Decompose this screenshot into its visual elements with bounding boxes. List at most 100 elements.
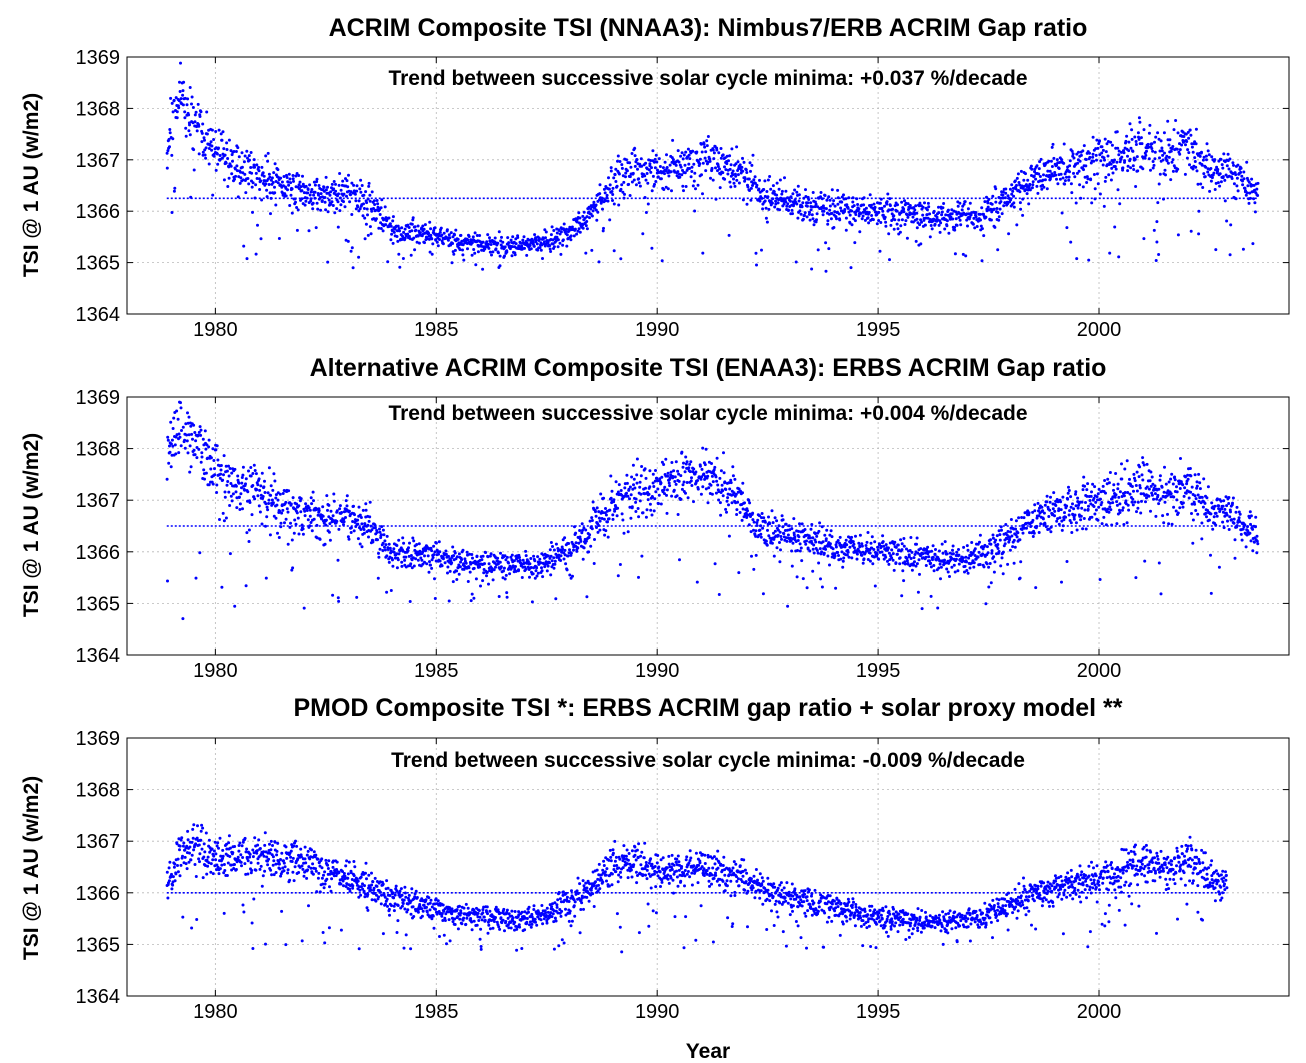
data-point	[265, 505, 269, 509]
data-point	[1162, 131, 1166, 135]
data-point	[301, 532, 305, 536]
data-point	[1042, 173, 1045, 177]
data-point	[1170, 160, 1174, 164]
data-point	[598, 519, 602, 523]
data-point	[774, 199, 778, 203]
data-point	[262, 174, 266, 178]
data-point	[676, 170, 680, 174]
data-point	[680, 151, 684, 155]
data-point	[534, 569, 538, 573]
data-point	[679, 497, 683, 501]
data-point	[613, 173, 617, 177]
data-point	[216, 458, 220, 462]
data-point	[1214, 248, 1218, 252]
data-point	[192, 148, 196, 152]
data-point	[410, 222, 414, 226]
data-point	[691, 184, 695, 188]
data-point	[915, 211, 919, 215]
data-point	[1010, 183, 1014, 187]
data-point	[193, 113, 197, 117]
data-point	[538, 246, 542, 250]
data-point	[1127, 508, 1131, 512]
data-point	[454, 228, 458, 232]
data-point	[692, 500, 695, 504]
data-point	[761, 207, 765, 211]
data-point	[509, 238, 513, 242]
data-point	[848, 545, 852, 549]
data-point	[785, 204, 789, 208]
data-point	[188, 444, 192, 448]
data-point	[1067, 175, 1071, 179]
data-point	[423, 223, 427, 227]
data-point	[735, 508, 739, 512]
data-point	[397, 552, 401, 556]
data-point	[643, 467, 647, 471]
data-point	[1018, 576, 1022, 580]
data-point	[703, 156, 707, 160]
data-point	[728, 487, 732, 491]
data-point	[978, 540, 981, 544]
data-point	[1104, 175, 1108, 179]
data-point	[288, 177, 292, 181]
data-point	[607, 176, 610, 180]
data-point	[1193, 140, 1197, 144]
data-point	[392, 230, 396, 234]
data-point	[716, 169, 719, 173]
data-point	[219, 468, 223, 472]
data-point	[295, 228, 299, 232]
data-point	[429, 563, 432, 567]
data-point	[827, 247, 831, 251]
data-point	[1187, 151, 1191, 155]
data-point	[1090, 201, 1094, 205]
data-point	[635, 481, 639, 485]
data-point	[396, 239, 400, 243]
data-point	[832, 199, 836, 203]
x-tick-label: 1985	[414, 319, 459, 341]
data-point	[388, 546, 392, 550]
data-point	[1087, 504, 1090, 508]
data-point	[879, 221, 883, 224]
data-point	[918, 223, 922, 227]
data-point	[178, 435, 182, 439]
data-point	[722, 471, 726, 475]
data-point	[573, 227, 577, 231]
data-point	[183, 116, 187, 120]
data-point	[1157, 137, 1161, 141]
data-point	[1155, 240, 1159, 244]
data-point	[385, 590, 389, 594]
data-point	[1036, 191, 1040, 195]
data-point	[850, 209, 854, 213]
data-point	[1122, 494, 1126, 498]
data-point	[443, 561, 447, 565]
data-point	[543, 228, 547, 232]
data-point	[674, 460, 678, 464]
data-point	[429, 227, 433, 231]
data-point	[644, 178, 648, 182]
data-point	[746, 185, 750, 189]
data-point	[673, 480, 677, 483]
data-point	[1125, 459, 1129, 463]
data-point	[755, 524, 759, 527]
data-point	[711, 178, 715, 182]
data-point	[549, 233, 553, 237]
data-point	[591, 500, 595, 504]
data-point	[1150, 142, 1154, 146]
data-point	[698, 464, 702, 468]
data-point	[478, 234, 482, 237]
data-point	[760, 248, 763, 252]
data-point	[611, 517, 615, 521]
data-point	[992, 207, 996, 211]
data-point	[891, 552, 895, 556]
data-point	[1147, 157, 1151, 161]
data-point	[892, 227, 896, 231]
data-point	[472, 566, 476, 570]
data-point	[1139, 511, 1143, 515]
data-point	[1158, 172, 1162, 176]
data-point	[1072, 171, 1075, 175]
data-point	[725, 154, 729, 158]
data-point	[300, 523, 304, 527]
data-point	[1221, 166, 1225, 170]
data-point	[619, 187, 623, 191]
data-point	[994, 538, 998, 542]
data-point	[946, 570, 950, 574]
